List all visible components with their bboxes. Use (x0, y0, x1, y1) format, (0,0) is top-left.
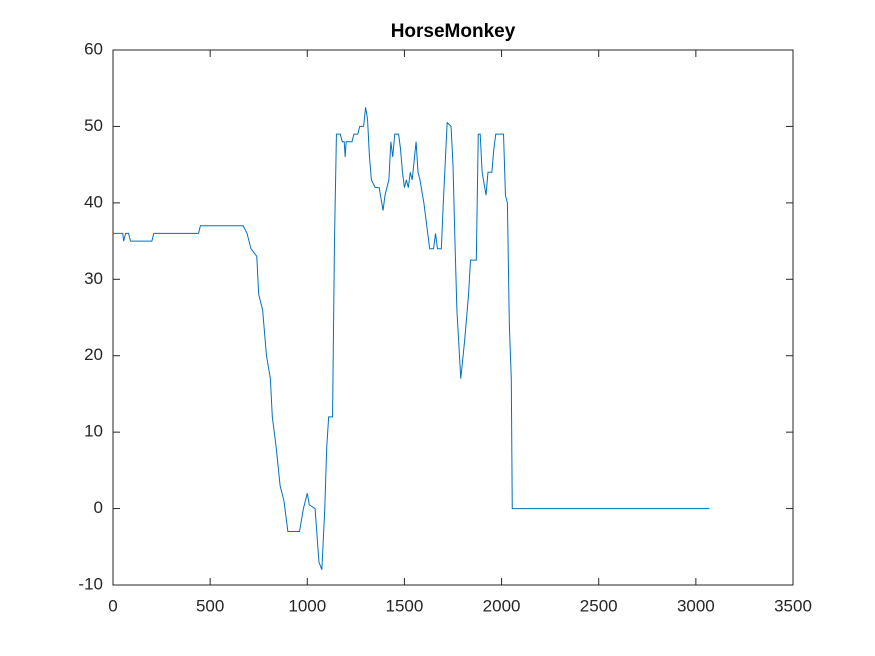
x-tick-label: 3000 (677, 596, 715, 615)
x-tick-label: 0 (108, 596, 117, 615)
chart-title: HorseMonkey (391, 21, 516, 42)
x-tick-label: 3500 (774, 596, 812, 615)
y-tick-label: -10 (78, 574, 103, 593)
y-tick-label: 10 (84, 422, 103, 441)
y-tick-label: 20 (84, 345, 103, 364)
data-line (113, 107, 710, 570)
y-tick-label: 40 (84, 192, 103, 211)
x-tick-label: 1500 (386, 596, 424, 615)
y-tick-label: 0 (94, 498, 103, 517)
plot-area (112, 49, 794, 586)
x-tick-label: 2000 (483, 596, 521, 615)
x-tick-label: 500 (196, 596, 224, 615)
y-tick-label: 30 (84, 269, 103, 288)
x-tick-label: 1000 (288, 596, 326, 615)
y-tick-label: 50 (84, 116, 103, 135)
y-tick-label: 60 (84, 39, 103, 58)
x-tick-label: 2500 (580, 596, 618, 615)
